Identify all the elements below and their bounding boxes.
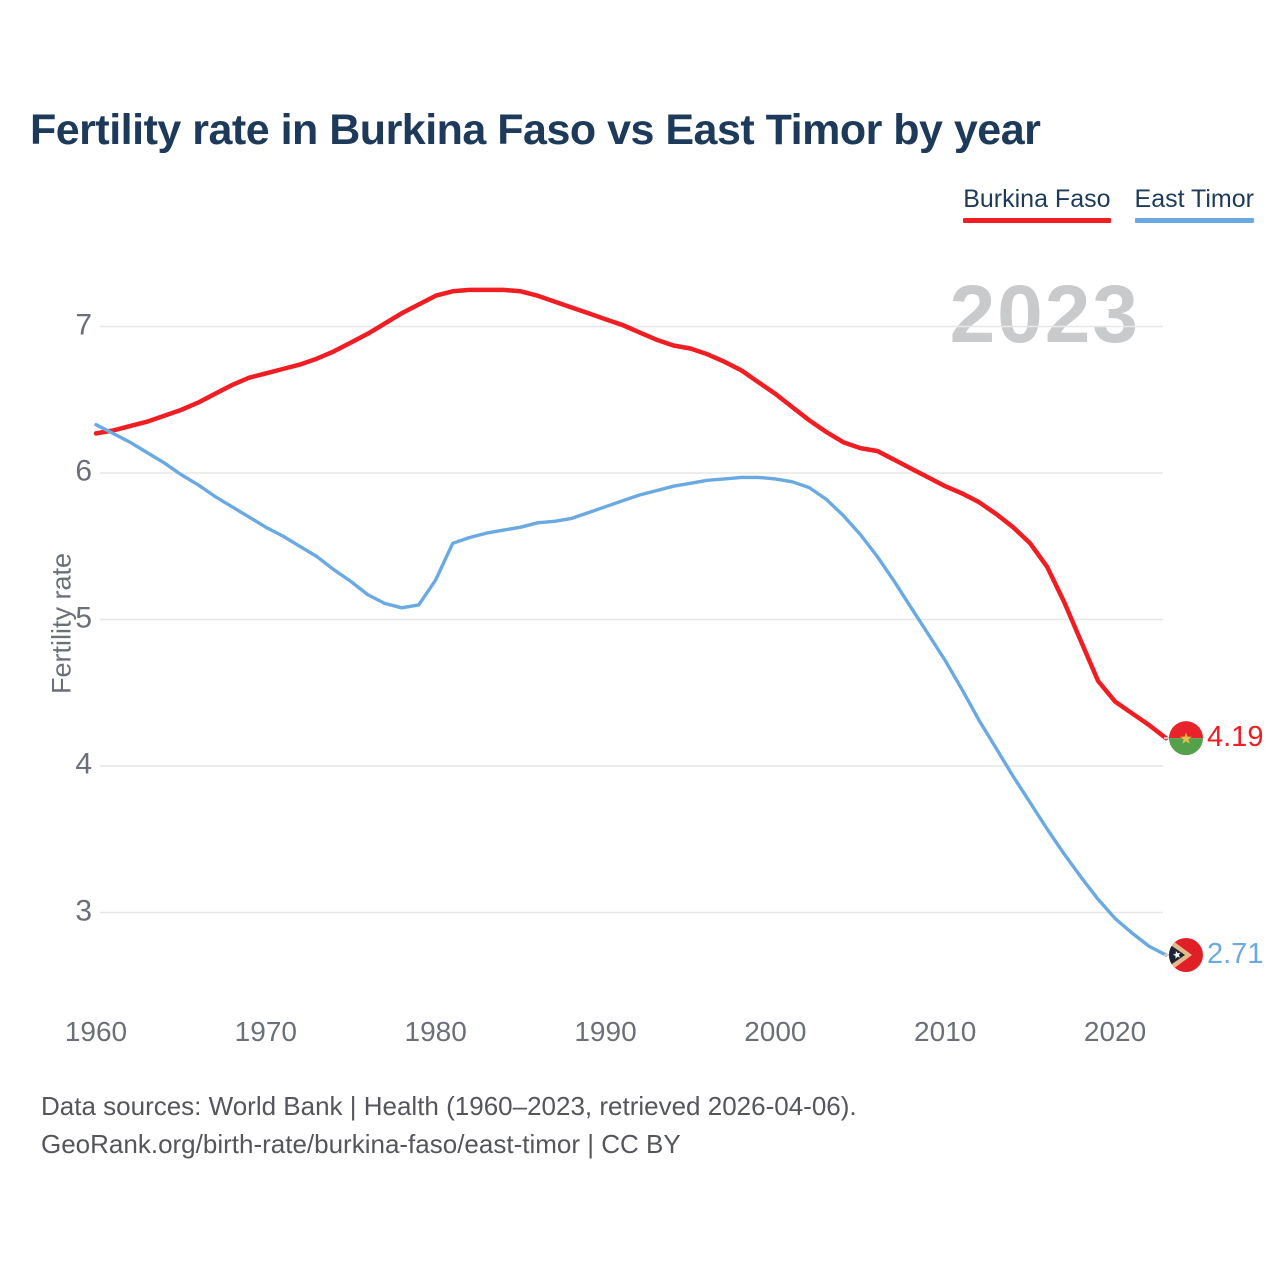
y-tick-label: 7 xyxy=(75,308,92,342)
burkina-faso-flag-icon xyxy=(1169,721,1203,756)
x-tick-label: 2000 xyxy=(744,1016,807,1047)
legend-item-east-timor[interactable]: East Timor xyxy=(1134,185,1254,223)
footer-line-sources: Data sources: World Bank | Health (1960–… xyxy=(41,1091,857,1121)
legend-underline-burkina-faso xyxy=(963,218,1111,223)
page-title: Fertility rate in Burkina Faso vs East T… xyxy=(30,106,1041,154)
east-timor-line[interactable] xyxy=(94,423,1168,957)
x-tick-label: 1990 xyxy=(574,1016,637,1047)
y-tick-label: 3 xyxy=(75,894,92,928)
legend: Burkina Faso East Timor xyxy=(963,185,1254,223)
x-tick-label: 1960 xyxy=(64,1016,128,1047)
year-watermark: 2023 xyxy=(949,269,1140,360)
y-axis-label: Fertility rate xyxy=(46,552,77,695)
burkina-faso-value-label: 4.19 xyxy=(1207,720,1264,753)
x-tick-label: 1980 xyxy=(404,1016,467,1047)
y-tick-label: 4 xyxy=(75,747,92,781)
y-tick-label: 5 xyxy=(75,601,92,635)
y-tick-label: 6 xyxy=(75,454,92,488)
east-timor-value-label: 2.71 xyxy=(1207,937,1264,970)
legend-underline-east-timor xyxy=(1134,218,1254,223)
east-timor-flag-icon xyxy=(1169,937,1203,972)
x-tick-label: 1970 xyxy=(234,1016,297,1047)
footer-line-url: GeoRank.org/birth-rate/burkina-faso/east… xyxy=(41,1129,681,1159)
legend-label-east-timor: East Timor xyxy=(1134,185,1254,213)
legend-item-burkina-faso[interactable]: Burkina Faso xyxy=(963,185,1111,223)
legend-label-burkina-faso: Burkina Faso xyxy=(963,185,1111,213)
footer-attribution: Data sources: World Bank | Health (1960–… xyxy=(41,1087,857,1163)
x-tick-label: 2010 xyxy=(914,1016,977,1047)
burkina-faso-line[interactable] xyxy=(93,287,1169,741)
x-tick-label: 2020 xyxy=(1083,1016,1147,1047)
